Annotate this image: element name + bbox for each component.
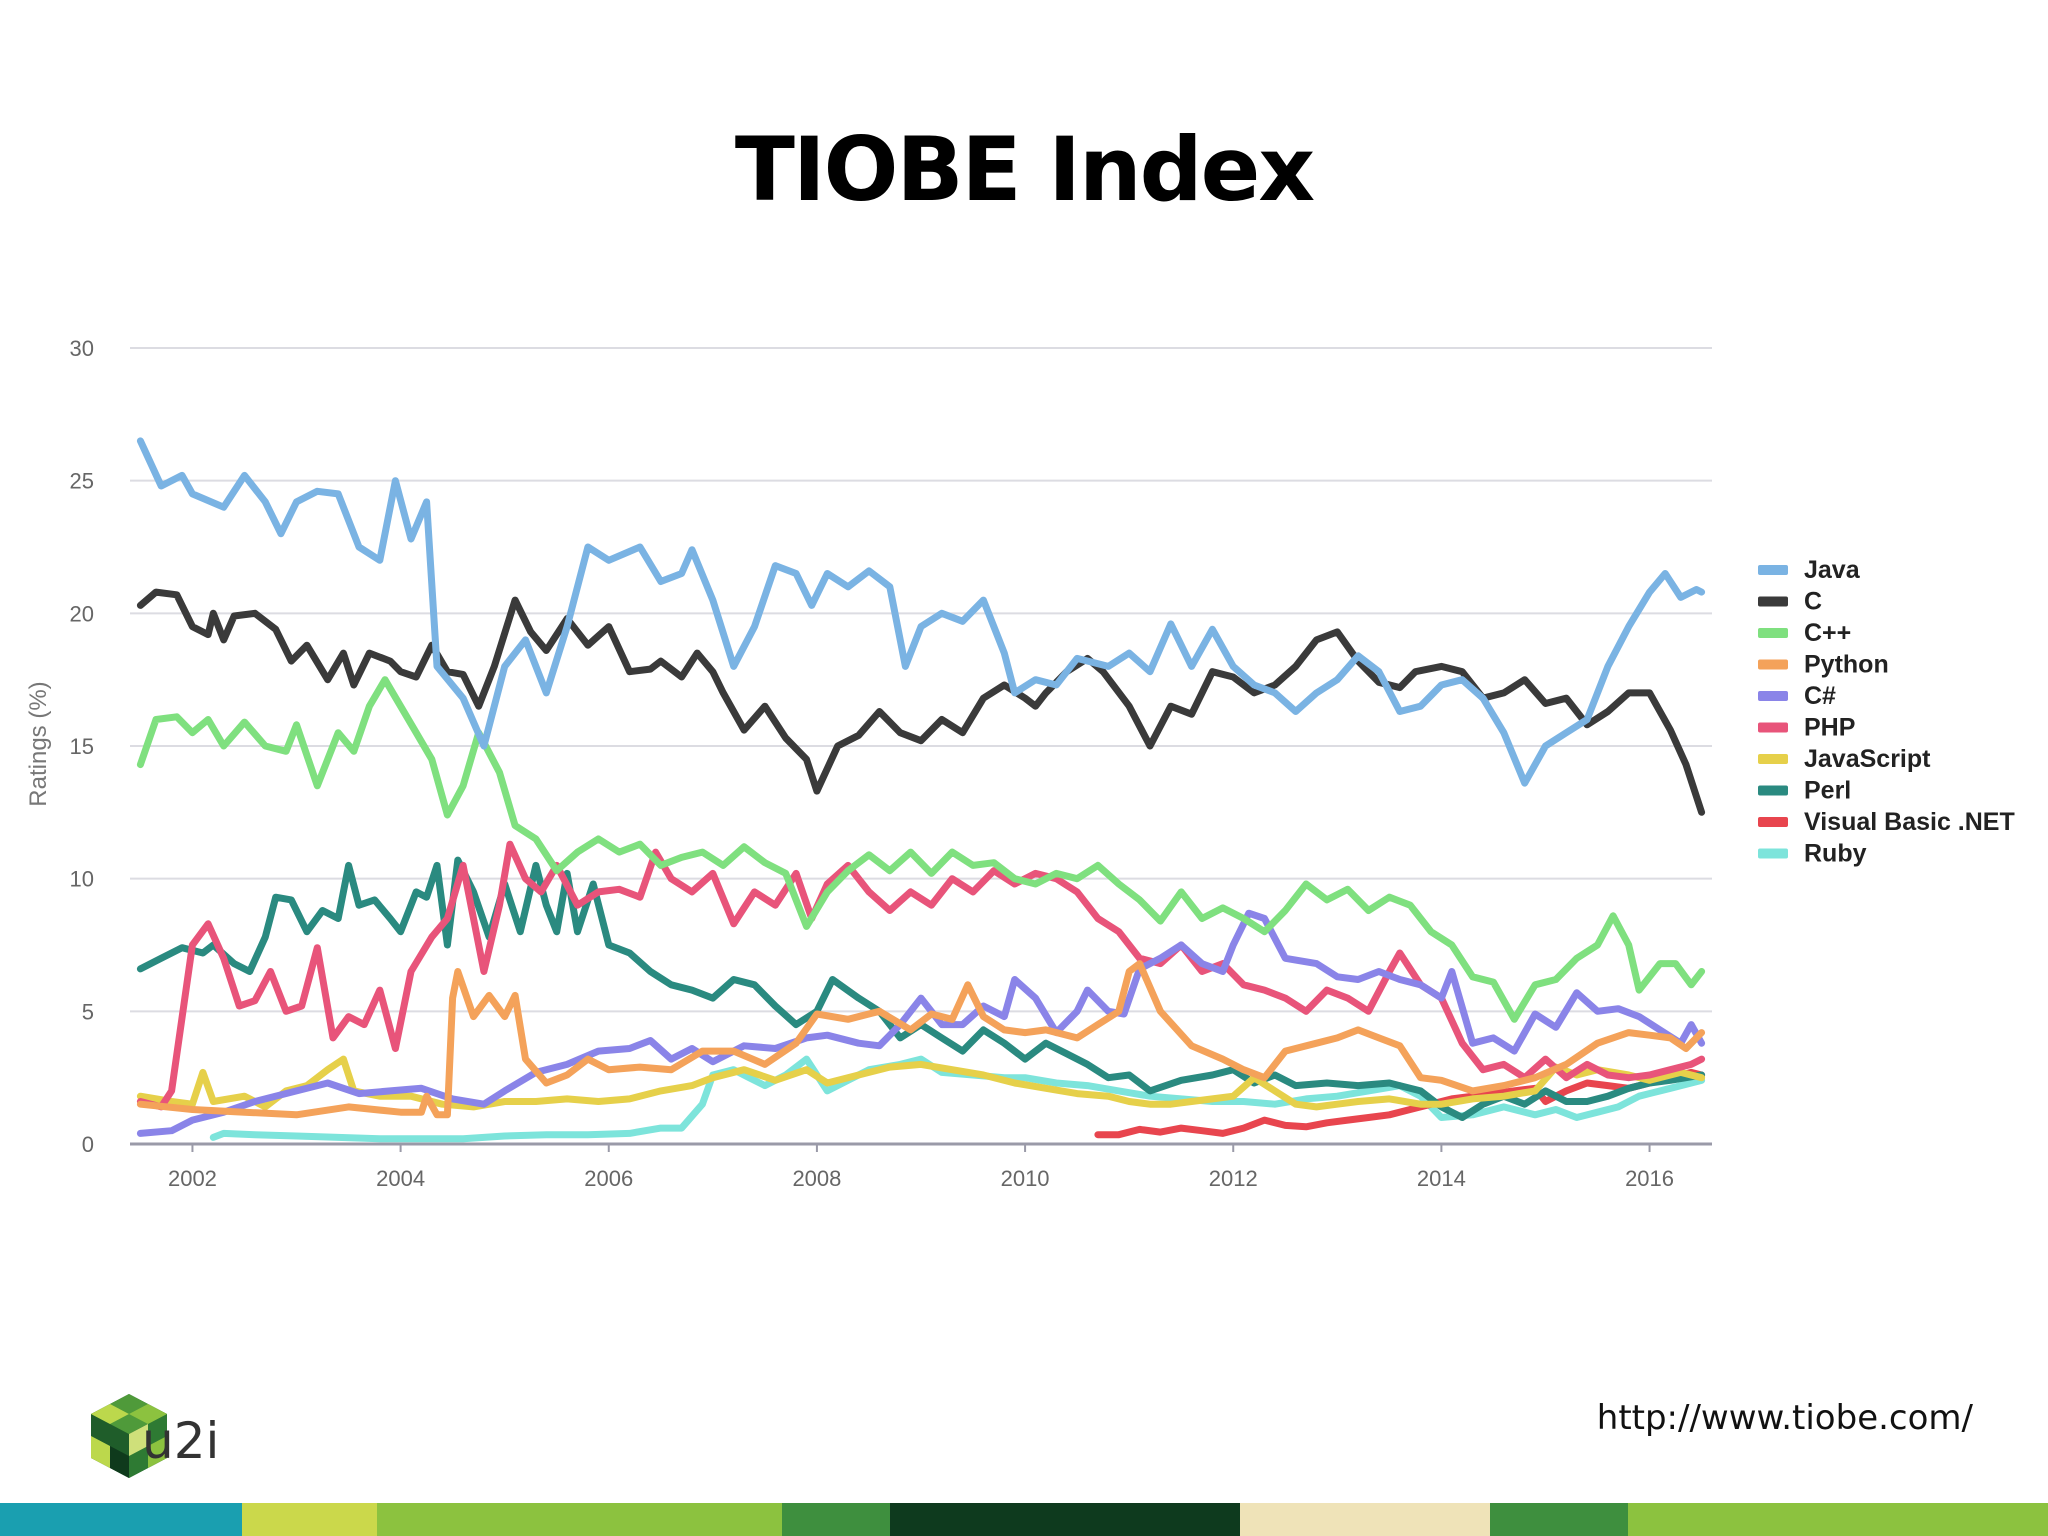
y-tick-label: 0 xyxy=(82,1132,94,1157)
x-axis-ticks: 2002 2004 2006 2008 2010 2012 2014 2016 xyxy=(168,1144,1674,1191)
legend-label: C xyxy=(1804,588,1822,616)
chart-legend: Java C C++ Python C# PHP JavaScript Perl Visual … xyxy=(1758,556,2015,868)
legend-label: C# xyxy=(1804,682,1836,710)
series-line-perl xyxy=(136,856,1706,1121)
legend-swatch xyxy=(1758,722,1788,733)
legend-swatch xyxy=(1758,659,1788,670)
tiobe-line-chart: 0 5 10 15 20 25 30 2002 2004 2006 2008 2010 2012 201… xyxy=(25,336,2015,1191)
legend-swatch xyxy=(1758,691,1788,701)
x-tick-label: 2002 xyxy=(168,1166,217,1191)
y-axis-ticks: 0 5 10 15 20 25 30 xyxy=(70,336,94,1157)
bottom-bar-segment xyxy=(782,1503,890,1536)
bottom-bar-segment xyxy=(242,1503,377,1536)
y-tick-label: 25 xyxy=(70,469,94,494)
legend-swatch xyxy=(1758,565,1788,575)
legend-label: Visual Basic .NET xyxy=(1804,808,2015,836)
legend-swatch xyxy=(1758,817,1788,827)
x-tick-label: 2012 xyxy=(1209,1166,1258,1191)
series-line-javascript xyxy=(136,1055,1706,1111)
x-tick-label: 2004 xyxy=(376,1166,425,1191)
legend-swatch xyxy=(1758,848,1788,859)
source-url[interactable]: http://www.tiobe.com/ xyxy=(1596,1398,1973,1438)
x-tick-label: 2014 xyxy=(1417,1166,1466,1191)
bottom-bar-segment xyxy=(890,1503,1240,1536)
legend-swatch xyxy=(1758,754,1788,764)
x-tick-label: 2016 xyxy=(1625,1166,1674,1191)
y-tick-label: 10 xyxy=(70,867,94,892)
series-line-java xyxy=(136,437,1706,787)
bottom-bar-segment xyxy=(0,1503,242,1536)
y-tick-label: 30 xyxy=(70,336,94,361)
series-line-visual-basic-net xyxy=(1094,1068,1706,1139)
series-lines xyxy=(136,437,1706,1143)
x-tick-label: 2006 xyxy=(584,1166,633,1191)
legend-label: JavaScript xyxy=(1804,745,1931,773)
legend-swatch xyxy=(1758,596,1788,607)
series-line-python xyxy=(136,960,1706,1119)
y-tick-label: 15 xyxy=(70,734,94,759)
legend-label: PHP xyxy=(1804,714,1855,742)
bottom-bar-segment xyxy=(1240,1503,1490,1536)
bottom-bar-segment xyxy=(1628,1503,2048,1536)
bottom-bar-segment xyxy=(377,1503,782,1536)
logo-text: u2i xyxy=(142,1412,220,1470)
slide-title: TIOBE Index xyxy=(734,118,1315,221)
legend-label: Perl xyxy=(1804,777,1851,805)
legend-swatch xyxy=(1758,628,1788,638)
u2i-logo-icon xyxy=(91,1394,167,1478)
x-tick-label: 2008 xyxy=(792,1166,841,1191)
series-line-c- xyxy=(136,909,1706,1137)
y-tick-label: 5 xyxy=(82,999,94,1024)
legend-label: C++ xyxy=(1804,619,1851,647)
legend-label: Ruby xyxy=(1804,840,1867,868)
series-line-c xyxy=(136,588,1706,816)
legend-label: Python xyxy=(1804,651,1889,679)
legend-swatch xyxy=(1758,785,1788,796)
bottom-color-bar xyxy=(0,1503,2048,1536)
x-tick-label: 2010 xyxy=(1001,1166,1050,1191)
y-axis-label: Ratings (%) xyxy=(25,681,52,806)
legend-label: Java xyxy=(1804,556,1861,584)
y-tick-label: 20 xyxy=(70,601,94,626)
bottom-bar-segment xyxy=(1490,1503,1628,1536)
series-line-c- xyxy=(136,676,1706,1023)
